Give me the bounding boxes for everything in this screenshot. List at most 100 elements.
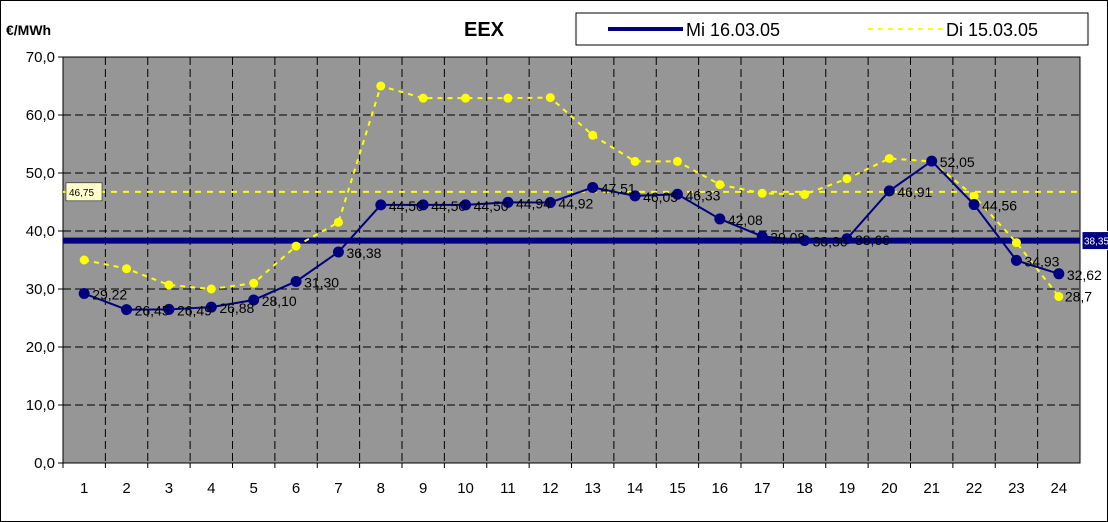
- x-tick-label: 15: [669, 480, 686, 497]
- data-label-mi: 28,10: [262, 293, 297, 309]
- x-tick-label: 8: [377, 480, 385, 497]
- data-point-di: [1054, 292, 1064, 302]
- data-point-mi: [417, 199, 429, 211]
- data-label-mi: 29,22: [92, 287, 127, 303]
- data-point-di: [672, 156, 682, 166]
- x-tick-label: 1: [80, 480, 88, 497]
- data-point-mi: [671, 188, 683, 200]
- data-point-di: [545, 93, 555, 103]
- data-point-mi: [968, 199, 980, 211]
- data-label-mi: 26,45: [135, 303, 170, 319]
- data-label-mi: 47,51: [601, 180, 636, 196]
- data-point-di: [588, 130, 598, 140]
- data-point-di: [842, 174, 852, 184]
- data-label-mi: 44,56: [982, 198, 1017, 214]
- data-label-mi: 44,50: [431, 198, 466, 214]
- data-point-mi: [544, 196, 556, 208]
- series-line-di: [83, 84, 1060, 298]
- average-badge-di: [65, 182, 103, 202]
- x-tick-label: 11: [500, 480, 516, 497]
- data-point-mi: [460, 199, 472, 211]
- x-tick-label: 16: [711, 480, 728, 497]
- data-point-mi: [756, 230, 768, 242]
- data-point-mi: [78, 288, 90, 300]
- data-point-di: [969, 191, 979, 201]
- y-tick-label: 0,0: [34, 455, 55, 472]
- average-lines: 38,35 46,75: [63, 182, 1108, 251]
- data-label-mi: 46,05: [643, 189, 678, 205]
- data-label-mi: 32,62: [1067, 267, 1102, 283]
- data-point-mi: [926, 155, 938, 167]
- legend: Mi 16.03.05 Di 15.03.05: [575, 12, 1089, 46]
- x-tick-label: 21: [923, 480, 940, 497]
- data-point-mi: [1010, 254, 1022, 266]
- data-label-mi: 46,91: [897, 184, 932, 200]
- data-point-mi: [587, 181, 599, 193]
- y-axis-label: €/MWh: [6, 22, 51, 38]
- x-tick-label: 23: [1008, 480, 1025, 497]
- data-point-mi: [883, 185, 895, 197]
- data-label-mi: 44,92: [558, 195, 593, 211]
- average-value-di: 46,75: [69, 188, 94, 199]
- data-label-mi: 36,38: [346, 245, 381, 261]
- data-point-mi: [163, 303, 175, 315]
- data-point-mi: [248, 294, 260, 306]
- average-value-mi: 38,35: [1084, 237, 1108, 248]
- data-point-di: [800, 189, 810, 199]
- data-label-mi: 52,05: [940, 154, 975, 170]
- x-tick-label: 18: [796, 480, 813, 497]
- data-label-mi: 26,88: [219, 300, 254, 316]
- x-tick-label: 3: [165, 480, 173, 497]
- data-point-di: [461, 93, 471, 103]
- x-tick-label: 7: [334, 480, 342, 497]
- y-tick-label: 20,0: [26, 339, 55, 356]
- legend-label-mi: Mi 16.03.05: [686, 20, 780, 40]
- data-label-last: 28,7: [1065, 289, 1092, 305]
- y-tick-label: 30,0: [26, 281, 55, 298]
- data-point-mi: [332, 246, 344, 258]
- y-tick-label: 60,0: [26, 107, 55, 124]
- data-point-mi: [841, 233, 853, 245]
- data-point-di: [79, 255, 89, 265]
- data-label-mi: 31,30: [304, 274, 339, 290]
- data-label-mi: 38,66: [855, 232, 890, 248]
- data-point-di: [206, 284, 216, 294]
- x-tick-label: 2: [122, 480, 130, 497]
- y-tick-label: 10,0: [26, 397, 55, 414]
- data-point-di: [715, 180, 725, 190]
- x-tick-label: 17: [754, 480, 771, 497]
- series-line-mi: [83, 159, 1060, 311]
- data-point-mi: [799, 235, 811, 247]
- x-tick-label: 4: [207, 480, 215, 497]
- x-tick-label: 10: [457, 480, 474, 497]
- data-label-mi: 26,49: [177, 302, 212, 318]
- data-point-mi: [714, 213, 726, 225]
- data-label-mi: 38,36: [813, 234, 848, 250]
- data-point-di: [503, 93, 513, 103]
- y-tick-label: 40,0: [26, 223, 55, 240]
- x-tick-label: 24: [1050, 480, 1067, 497]
- y-tick-label: 50,0: [26, 165, 55, 182]
- data-point-mi: [629, 190, 641, 202]
- x-axis-ticks: 1 2 3 4 5 6 7 8 9 10 11 12 13 14 15 16 17 18 19 20 21 22 23 24: [62, 463, 1067, 497]
- x-tick-label: 13: [584, 480, 601, 497]
- x-tick-label: 19: [839, 480, 856, 497]
- x-tick-label: 20: [881, 480, 898, 497]
- data-point-di: [630, 156, 640, 166]
- data-labels: 29,22 26,45 26,49 26,88 28,10 31,30 36,38 44,50…: [92, 154, 1102, 318]
- data-label-mi: 44,50: [474, 198, 509, 214]
- data-label-mi: 34,93: [1024, 253, 1059, 269]
- y-tick-label: 70,0: [26, 49, 55, 66]
- data-label-mi: 44,94: [516, 195, 551, 211]
- data-point-mi: [375, 199, 387, 211]
- data-label-mi: 46,33: [685, 187, 720, 203]
- data-point-di: [249, 278, 259, 288]
- x-tick-label: 5: [250, 480, 258, 497]
- x-tick-label: 6: [292, 480, 300, 497]
- data-point-di: [418, 93, 428, 103]
- data-point-mi: [205, 301, 217, 313]
- data-point-mi: [290, 275, 302, 287]
- x-tick-label: 12: [542, 480, 559, 497]
- x-tick-label: 22: [966, 480, 983, 497]
